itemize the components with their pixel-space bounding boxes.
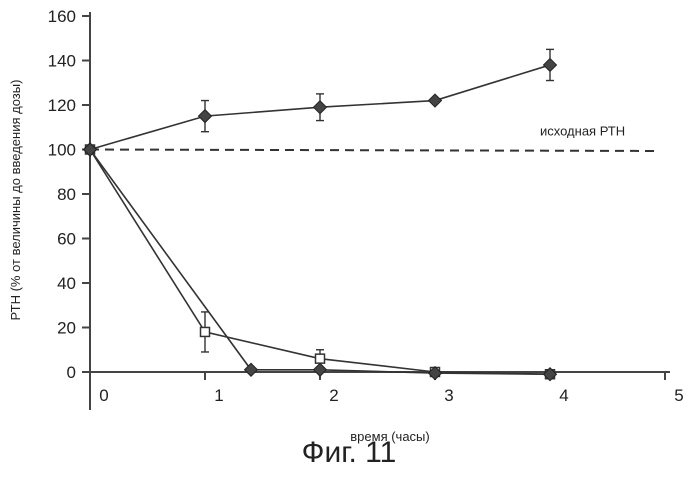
y-tick-label: 120 — [48, 96, 76, 115]
baseline-line — [89, 148, 661, 152]
y-tick-label: 160 — [48, 7, 76, 26]
y-tick-label: 80 — [57, 185, 76, 204]
x-tick-label: 0 — [99, 386, 108, 405]
baseline-label: исходная РТН — [540, 124, 625, 139]
data-point-diamond — [312, 362, 328, 377]
series-2 — [84, 144, 556, 380]
x-tick-label: 1 — [214, 386, 223, 405]
series-3 — [82, 142, 558, 382]
series-line — [89, 149, 551, 376]
x-tick-label: 5 — [674, 386, 683, 405]
y-tick-label: 0 — [67, 363, 76, 382]
data-point-square — [199, 326, 211, 338]
data-point-diamond — [542, 57, 558, 73]
y-tick-label: 140 — [48, 52, 76, 71]
data-point-diamond — [312, 100, 328, 115]
x-tick-label: 3 — [444, 386, 453, 405]
data-point-diamond — [197, 108, 213, 124]
data-point-square — [314, 353, 326, 364]
y-tick-label: 60 — [57, 230, 76, 249]
series-1 — [82, 48, 558, 157]
y-tick-label: 100 — [48, 141, 76, 160]
figure-caption: Фиг. 11 — [301, 436, 397, 469]
data-point-diamond — [243, 362, 259, 377]
data-point-diamond — [427, 365, 443, 381]
data-point-diamond — [542, 367, 558, 382]
data-point-diamond — [427, 93, 443, 108]
x-tick-label: 2 — [329, 386, 338, 405]
series-line — [89, 149, 551, 376]
data-point-diamond — [82, 142, 98, 157]
y-tick-label: 20 — [57, 319, 76, 338]
y-tick-label: 40 — [57, 274, 76, 293]
x-axis-title: время (часы) — [350, 429, 429, 444]
x-tick-label: 4 — [559, 386, 568, 405]
y-axis-title: РТН (% от величины до введения дозы) — [8, 80, 23, 321]
